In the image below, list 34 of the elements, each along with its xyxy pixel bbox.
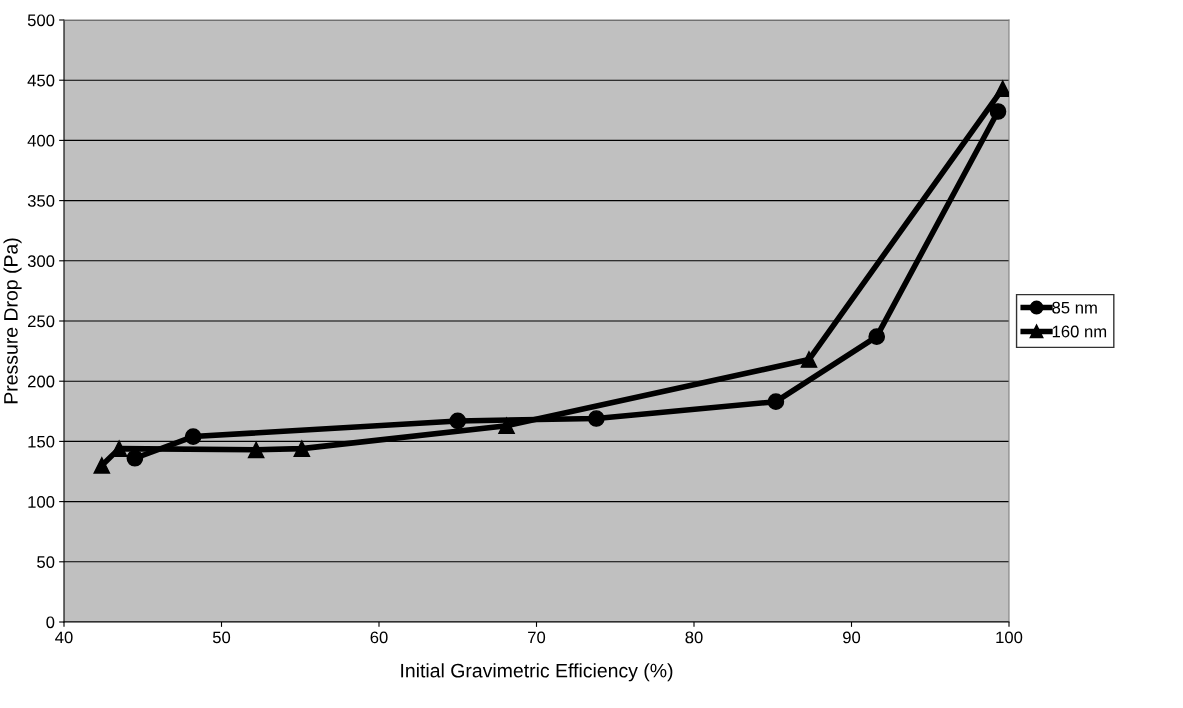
x-axis-title: Initial Gravimetric Efficiency (%): [401, 663, 673, 682]
point: [184, 428, 202, 445]
y-tick-label: 350: [27, 195, 55, 207]
y-tick-label: 0: [46, 616, 55, 629]
point: [449, 412, 467, 430]
point: [93, 457, 111, 474]
point: [989, 103, 1007, 120]
y-tick-label: 300: [27, 255, 55, 267]
legend-label: 85 nm: [1052, 301, 1097, 314]
y-tick-label: 500: [27, 14, 55, 27]
y-tick-label: 250: [28, 315, 55, 328]
point: [868, 328, 886, 345]
x-tick-label: 70: [528, 631, 546, 644]
x-tick-label: 50: [212, 631, 231, 644]
x-tick-label: 80: [685, 631, 703, 644]
y-tick-label: 200: [28, 375, 55, 388]
point: [126, 449, 144, 467]
x-tick-label: 60: [370, 631, 388, 644]
legend-label: 160 nm: [1052, 325, 1107, 338]
y-tick-label: 150: [28, 435, 55, 448]
point: [293, 440, 311, 457]
y-axis-title: Pressure Drop (Pa): [3, 238, 22, 404]
y-tick-label: 400: [27, 134, 55, 147]
point: [588, 410, 605, 427]
x-tick-label: 90: [843, 631, 861, 644]
y-tick-label: 450: [27, 74, 55, 87]
point: [800, 351, 818, 368]
point: [767, 393, 785, 411]
y-tick-label: 50: [37, 556, 55, 568]
point: [247, 441, 265, 459]
y-tick-label: 100: [28, 496, 55, 508]
point: [498, 417, 515, 435]
x-tick-label: 100: [996, 631, 1023, 644]
x-tick-label: 40: [55, 631, 73, 644]
